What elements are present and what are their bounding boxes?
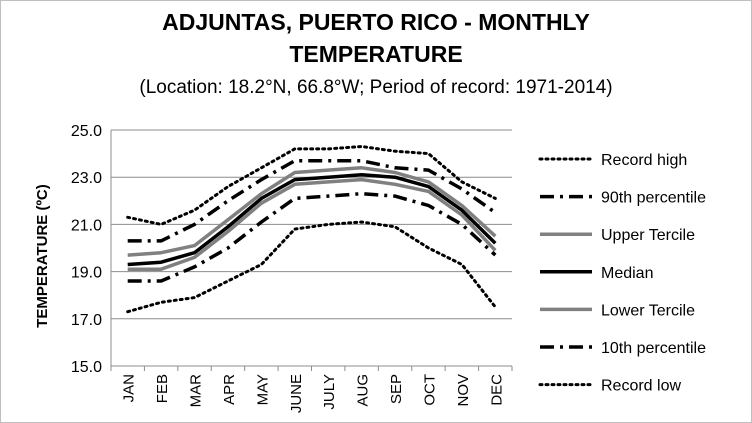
x-tick-label: SEP xyxy=(388,374,405,404)
legend-label-median: Median xyxy=(601,265,653,282)
y-tick-label: 25.0 xyxy=(71,123,102,140)
chart-title-line-1: ADJUNTAS, PUERTO RICO - MONTHLY xyxy=(162,9,590,35)
x-tick-label: OCT xyxy=(421,374,438,406)
chart-title-line-2: TEMPERATURE xyxy=(289,41,463,67)
y-tick-label: 21.0 xyxy=(71,217,102,234)
x-tick-label: MAY xyxy=(254,374,271,405)
series-line-record-low xyxy=(126,220,497,314)
y-tick-label: 19.0 xyxy=(71,265,102,282)
y-tick-label: 17.0 xyxy=(71,312,102,329)
legend-label-record-low: Record low xyxy=(601,378,681,395)
x-tick-label: APR xyxy=(221,374,238,405)
series-line-lower-tercile xyxy=(127,177,497,271)
y-tick-label: 23.0 xyxy=(71,170,102,187)
legend-label-record-high: Record high xyxy=(601,152,687,169)
series-line-median xyxy=(127,173,497,267)
x-tick-label: JULY xyxy=(321,374,338,410)
x-tick-label: DEC xyxy=(488,374,505,406)
x-tick-label: MAR xyxy=(188,374,205,408)
x-tick-label: JAN xyxy=(121,374,138,402)
x-tick-label: FEB xyxy=(154,374,171,403)
series-line-upper-tercile xyxy=(127,166,497,257)
x-tick-label: JUNE xyxy=(288,374,305,413)
series-line-record-high xyxy=(126,145,497,226)
legend-label-lower-tercile: Lower Tercile xyxy=(601,302,695,319)
series-line-10th-percentile xyxy=(127,191,497,283)
legend-label-upper-tercile: Upper Tercile xyxy=(601,227,695,244)
y-tick-label: 15.0 xyxy=(71,359,102,376)
x-tick-label: NOV xyxy=(455,374,472,407)
legend-label-90th-percentile: 90th percentile xyxy=(601,190,706,207)
series-line-90th-percentile xyxy=(127,158,497,243)
chart-subtitle: (Location: 18.2°N, 66.8°W; Period of rec… xyxy=(139,77,613,98)
legend-label-10th-percentile: 10th percentile xyxy=(601,340,706,357)
y-axis-title: TEMPERATURE (ºC) xyxy=(34,184,51,328)
x-tick-label: AUG xyxy=(355,374,372,407)
